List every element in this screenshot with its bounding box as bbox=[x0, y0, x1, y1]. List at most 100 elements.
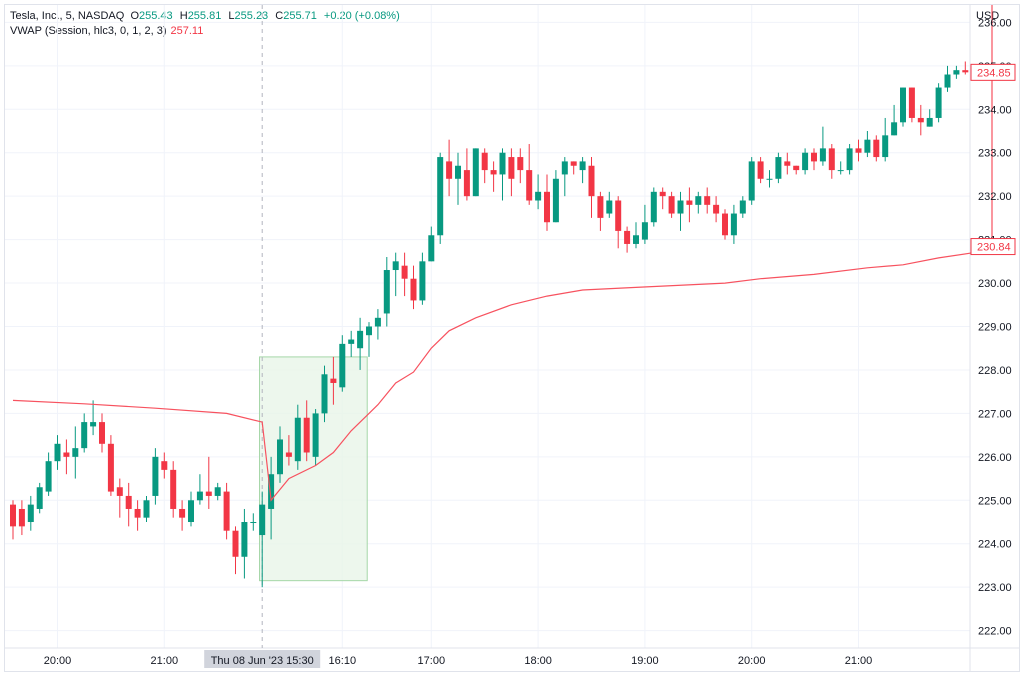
candle-body[interactable] bbox=[561, 161, 568, 175]
candle-body[interactable] bbox=[357, 330, 364, 349]
candle-body[interactable] bbox=[152, 456, 159, 496]
candle-body[interactable] bbox=[223, 491, 230, 531]
candle-body[interactable] bbox=[757, 161, 764, 179]
candle-body[interactable] bbox=[713, 204, 720, 214]
candle-body[interactable] bbox=[455, 165, 461, 179]
candle-body[interactable] bbox=[828, 148, 835, 171]
candle-body[interactable] bbox=[686, 200, 693, 205]
candle-body[interactable] bbox=[793, 165, 800, 171]
candle-body[interactable] bbox=[277, 439, 283, 475]
candle-body[interactable] bbox=[161, 461, 168, 470]
candle-body[interactable] bbox=[383, 270, 390, 314]
candle-body[interactable] bbox=[437, 157, 444, 236]
candle-body[interactable] bbox=[650, 191, 657, 223]
candle-body[interactable] bbox=[624, 230, 631, 244]
candle-body[interactable] bbox=[668, 196, 675, 214]
candle-body[interactable] bbox=[811, 152, 817, 162]
candle-body[interactable] bbox=[179, 508, 186, 518]
candle-body[interactable] bbox=[446, 161, 453, 179]
candle-body[interactable] bbox=[633, 235, 639, 244]
candle-body[interactable] bbox=[526, 170, 533, 201]
candle-body[interactable] bbox=[374, 317, 381, 327]
candle-body[interactable] bbox=[303, 417, 310, 453]
candle-body[interactable] bbox=[232, 530, 239, 557]
candle-body[interactable] bbox=[72, 448, 79, 457]
candle-body[interactable] bbox=[900, 87, 906, 123]
candle-body[interactable] bbox=[855, 148, 862, 153]
candle-body[interactable] bbox=[748, 161, 755, 201]
currency-label[interactable]: USD bbox=[976, 10, 1000, 22]
candle-body[interactable] bbox=[410, 278, 417, 301]
candle-body[interactable] bbox=[196, 491, 203, 501]
candle-body[interactable] bbox=[606, 200, 613, 214]
candle-body[interactable] bbox=[552, 178, 559, 223]
candle-body[interactable] bbox=[695, 196, 702, 205]
candle-body[interactable] bbox=[873, 139, 880, 158]
candle-body[interactable] bbox=[10, 504, 16, 527]
candle-body[interactable] bbox=[819, 148, 826, 162]
candle-body[interactable] bbox=[499, 152, 506, 175]
candle-body[interactable] bbox=[188, 500, 194, 523]
candle-body[interactable] bbox=[730, 213, 737, 236]
candle-body[interactable] bbox=[882, 135, 889, 158]
candle-body[interactable] bbox=[570, 161, 577, 166]
candle-body[interactable] bbox=[401, 265, 408, 279]
candle-body[interactable] bbox=[134, 508, 141, 518]
candle-body[interactable] bbox=[18, 508, 25, 527]
candle-body[interactable] bbox=[259, 504, 266, 536]
candle-body[interactable] bbox=[392, 261, 399, 271]
candle-body[interactable] bbox=[775, 157, 782, 179]
candle-body[interactable] bbox=[641, 222, 648, 240]
candle-body[interactable] bbox=[250, 522, 257, 524]
candle-body[interactable] bbox=[170, 469, 177, 509]
candle-body[interactable] bbox=[926, 117, 933, 127]
candle-body[interactable] bbox=[766, 178, 773, 180]
candle-body[interactable] bbox=[268, 474, 275, 509]
candle-body[interactable] bbox=[490, 170, 497, 175]
candle-body[interactable] bbox=[481, 152, 488, 171]
candle-body[interactable] bbox=[294, 417, 301, 462]
candle-body[interactable] bbox=[953, 70, 960, 75]
candle-body[interactable] bbox=[935, 87, 942, 118]
candle-body[interactable] bbox=[659, 191, 666, 197]
candle-body[interactable] bbox=[722, 213, 728, 236]
candle-body[interactable] bbox=[615, 200, 622, 231]
candle-body[interactable] bbox=[597, 196, 604, 218]
candle-body[interactable] bbox=[704, 196, 711, 205]
candle-body[interactable] bbox=[63, 452, 70, 457]
candle-body[interactable] bbox=[285, 452, 292, 457]
candle-body[interactable] bbox=[739, 200, 746, 214]
candle-body[interactable] bbox=[348, 339, 355, 344]
candle-body[interactable] bbox=[463, 170, 470, 197]
candle-body[interactable] bbox=[677, 200, 684, 214]
candle-body[interactable] bbox=[517, 157, 524, 171]
candle-body[interactable] bbox=[241, 522, 248, 557]
candle-body[interactable] bbox=[205, 491, 212, 496]
candle-body[interactable] bbox=[330, 378, 337, 383]
candle-body[interactable] bbox=[535, 191, 542, 201]
candle-body[interactable] bbox=[214, 487, 221, 496]
candle-body[interactable] bbox=[579, 161, 586, 171]
candle-body[interactable] bbox=[837, 170, 844, 172]
candle-body[interactable] bbox=[908, 87, 915, 118]
candle-body[interactable] bbox=[366, 326, 372, 336]
candle-body[interactable] bbox=[99, 422, 105, 444]
candle-body[interactable] bbox=[944, 74, 951, 88]
candle-body[interactable] bbox=[54, 443, 61, 462]
candle-body[interactable] bbox=[588, 165, 595, 197]
candle-body[interactable] bbox=[419, 261, 426, 301]
candle-body[interactable] bbox=[81, 422, 88, 449]
candle-body[interactable] bbox=[508, 157, 515, 179]
candle-body[interactable] bbox=[321, 374, 328, 414]
candle-body[interactable] bbox=[864, 139, 871, 153]
candle-body[interactable] bbox=[36, 487, 43, 509]
candle-body[interactable] bbox=[472, 148, 479, 197]
candle-body[interactable] bbox=[784, 161, 791, 166]
candle-body[interactable] bbox=[846, 148, 853, 171]
candle-body[interactable] bbox=[125, 495, 132, 509]
candle-body[interactable] bbox=[45, 461, 52, 492]
candle-body[interactable] bbox=[107, 443, 114, 492]
selection-box[interactable] bbox=[259, 356, 368, 582]
symbol-label[interactable]: Tesla, Inc., 5, NASDAQ bbox=[10, 10, 125, 22]
